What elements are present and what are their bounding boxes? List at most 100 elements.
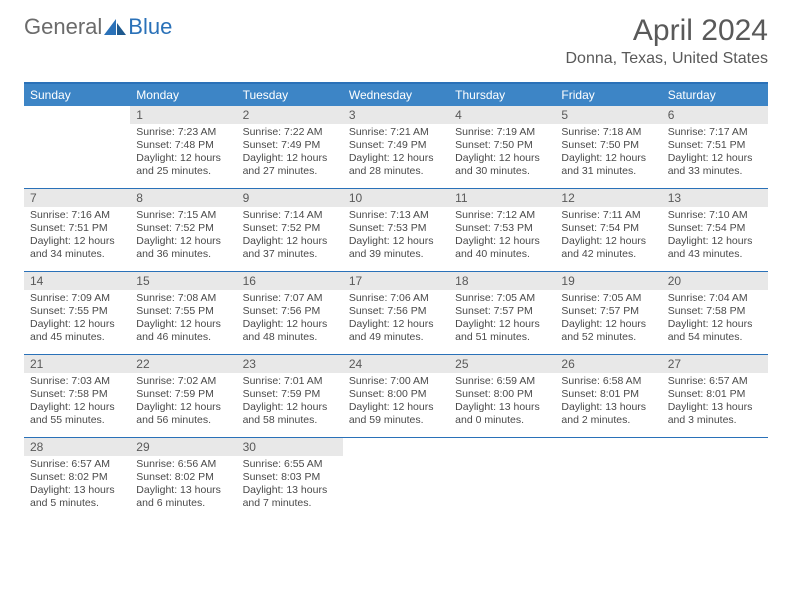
calendar-cell: 18Sunrise: 7:05 AMSunset: 7:57 PMDayligh…: [449, 272, 555, 354]
daylight-text: Daylight: 12 hours and 36 minutes.: [136, 235, 230, 261]
cell-body: Sunrise: 6:56 AMSunset: 8:02 PMDaylight:…: [130, 456, 236, 515]
cell-body: Sunrise: 6:55 AMSunset: 8:03 PMDaylight:…: [237, 456, 343, 515]
sunrise-text: Sunrise: 6:57 AM: [668, 375, 762, 388]
daylight-text: Daylight: 13 hours and 7 minutes.: [243, 484, 337, 510]
sunset-text: Sunset: 7:57 PM: [455, 305, 549, 318]
calendar-cell: 6Sunrise: 7:17 AMSunset: 7:51 PMDaylight…: [662, 106, 768, 188]
calendar-cell: 3 Sunrise: 7:21 AMSunset: 7:49 PMDaylight…: [343, 106, 449, 188]
day-number: 19: [555, 272, 661, 290]
cell-body: Sunrise: 7:13 AMSunset: 7:53 PMDaylight:…: [343, 207, 449, 266]
sunrise-text: Sunrise: 7:12 AM: [455, 209, 549, 222]
sunrise-text: Sunrise: 7:05 AM: [455, 292, 549, 305]
cell-body: Sunrise: 7:06 AMSunset: 7:56 PMDaylight:…: [343, 290, 449, 349]
calendar-cell: 30Sunrise: 6:55 AMSunset: 8:03 PMDayligh…: [237, 438, 343, 520]
daylight-text: Daylight: 12 hours and 48 minutes.: [243, 318, 337, 344]
sunrise-text: Sunrise: 7:07 AM: [243, 292, 337, 305]
sunset-text: Sunset: 7:59 PM: [243, 388, 337, 401]
dow-wednesday: Wednesday: [343, 84, 449, 106]
calendar-cell: 24Sunrise: 7:00 AMSunset: 8:00 PMDayligh…: [343, 355, 449, 437]
sunset-text: Sunset: 7:59 PM: [136, 388, 230, 401]
week-row: 21Sunrise: 7:03 AMSunset: 7:58 PMDayligh…: [24, 355, 768, 438]
sunrise-text: Sunrise: 7:16 AM: [30, 209, 124, 222]
cell-body: Sunrise: 7:05 AMSunset: 7:57 PMDaylight:…: [449, 290, 555, 349]
day-number: 23: [237, 355, 343, 373]
calendar-cell: 10Sunrise: 7:13 AMSunset: 7:53 PMDayligh…: [343, 189, 449, 271]
day-number: 22: [130, 355, 236, 373]
calendar-cell: 5Sunrise: 7:18 AMSunset: 7:50 PMDaylight…: [555, 106, 661, 188]
sunrise-text: Sunrise: 7:18 AM: [561, 126, 655, 139]
dow-sunday: Sunday: [24, 84, 130, 106]
calendar-cell: [662, 438, 768, 520]
calendar-cell: [24, 106, 130, 188]
sunset-text: Sunset: 7:58 PM: [668, 305, 762, 318]
calendar-cell: 23Sunrise: 7:01 AMSunset: 7:59 PMDayligh…: [237, 355, 343, 437]
cell-body: Sunrise: 7:19 AMSunset: 7:50 PMDaylight:…: [449, 124, 555, 183]
calendar-cell: 2Sunrise: 7:22 AMSunset: 7:49 PMDaylight…: [237, 106, 343, 188]
sunset-text: Sunset: 8:01 PM: [668, 388, 762, 401]
sunset-text: Sunset: 7:54 PM: [668, 222, 762, 235]
day-number: 5: [555, 106, 661, 124]
cell-body: Sunrise: 7:01 AMSunset: 7:59 PMDaylight:…: [237, 373, 343, 432]
logo-text-blue: Blue: [128, 14, 172, 40]
day-number: 1: [130, 106, 236, 124]
day-number: 16: [237, 272, 343, 290]
calendar-cell: 15Sunrise: 7:08 AMSunset: 7:55 PMDayligh…: [130, 272, 236, 354]
sunset-text: Sunset: 7:57 PM: [561, 305, 655, 318]
sunset-text: Sunset: 7:49 PM: [349, 139, 443, 152]
cell-body: Sunrise: 7:07 AMSunset: 7:56 PMDaylight:…: [237, 290, 343, 349]
calendar-cell: [555, 438, 661, 520]
daylight-text: Daylight: 12 hours and 49 minutes.: [349, 318, 443, 344]
calendar-cell: 14Sunrise: 7:09 AMSunset: 7:55 PMDayligh…: [24, 272, 130, 354]
sunrise-text: Sunrise: 6:55 AM: [243, 458, 337, 471]
sunset-text: Sunset: 7:54 PM: [561, 222, 655, 235]
daylight-text: Daylight: 13 hours and 2 minutes.: [561, 401, 655, 427]
daylight-text: Daylight: 13 hours and 0 minutes.: [455, 401, 549, 427]
sunset-text: Sunset: 7:56 PM: [349, 305, 443, 318]
week-row: 1Sunrise: 7:23 AMSunset: 7:48 PMDaylight…: [24, 106, 768, 189]
daylight-text: Daylight: 12 hours and 55 minutes.: [30, 401, 124, 427]
day-number: 10: [343, 189, 449, 207]
calendar-cell: 27Sunrise: 6:57 AMSunset: 8:01 PMDayligh…: [662, 355, 768, 437]
cell-body: Sunrise: 7:04 AMSunset: 7:58 PMDaylight:…: [662, 290, 768, 349]
cell-body: Sunrise: 7:03 AMSunset: 7:58 PMDaylight:…: [24, 373, 130, 432]
daylight-text: Daylight: 12 hours and 34 minutes.: [30, 235, 124, 261]
cell-body: Sunrise: 7:12 AMSunset: 7:53 PMDaylight:…: [449, 207, 555, 266]
daylight-text: Daylight: 12 hours and 37 minutes.: [243, 235, 337, 261]
sunset-text: Sunset: 7:49 PM: [243, 139, 337, 152]
daylight-text: Daylight: 12 hours and 51 minutes.: [455, 318, 549, 344]
daylight-text: Daylight: 12 hours and 28 minutes.: [349, 152, 443, 178]
cell-body: Sunrise: 6:58 AMSunset: 8:01 PMDaylight:…: [555, 373, 661, 432]
cell-body: Sunrise: 7:14 AMSunset: 7:52 PMDaylight:…: [237, 207, 343, 266]
calendar-cell: 12Sunrise: 7:11 AMSunset: 7:54 PMDayligh…: [555, 189, 661, 271]
day-number: 11: [449, 189, 555, 207]
sunrise-text: Sunrise: 7:21 AM: [349, 126, 443, 139]
day-number: 9: [237, 189, 343, 207]
sunset-text: Sunset: 8:00 PM: [349, 388, 443, 401]
daylight-text: Daylight: 12 hours and 25 minutes.: [136, 152, 230, 178]
calendar-cell: 21Sunrise: 7:03 AMSunset: 7:58 PMDayligh…: [24, 355, 130, 437]
day-number: 27: [662, 355, 768, 373]
sunrise-text: Sunrise: 7:19 AM: [455, 126, 549, 139]
calendar-cell: 19Sunrise: 7:05 AMSunset: 7:57 PMDayligh…: [555, 272, 661, 354]
daylight-text: Daylight: 13 hours and 6 minutes.: [136, 484, 230, 510]
daylight-text: Daylight: 12 hours and 30 minutes.: [455, 152, 549, 178]
sunset-text: Sunset: 7:51 PM: [30, 222, 124, 235]
calendar-cell: 28Sunrise: 6:57 AMSunset: 8:02 PMDayligh…: [24, 438, 130, 520]
daylight-text: Daylight: 12 hours and 31 minutes.: [561, 152, 655, 178]
calendar-cell: 8Sunrise: 7:15 AMSunset: 7:52 PMDaylight…: [130, 189, 236, 271]
calendar-cell: 17Sunrise: 7:06 AMSunset: 7:56 PMDayligh…: [343, 272, 449, 354]
sunrise-text: Sunrise: 7:02 AM: [136, 375, 230, 388]
day-number: 15: [130, 272, 236, 290]
cell-body: Sunrise: 7:05 AMSunset: 7:57 PMDaylight:…: [555, 290, 661, 349]
sunset-text: Sunset: 8:02 PM: [136, 471, 230, 484]
calendar-cell: 13Sunrise: 7:10 AMSunset: 7:54 PMDayligh…: [662, 189, 768, 271]
dow-saturday: Saturday: [662, 84, 768, 106]
daylight-text: Daylight: 12 hours and 45 minutes.: [30, 318, 124, 344]
cell-body: Sunrise: 7:15 AMSunset: 7:52 PMDaylight:…: [130, 207, 236, 266]
calendar-cell: 1Sunrise: 7:23 AMSunset: 7:48 PMDaylight…: [130, 106, 236, 188]
day-number: 3: [343, 106, 449, 124]
cell-body: Sunrise: 7:11 AMSunset: 7:54 PMDaylight:…: [555, 207, 661, 266]
title-block: April 2024 Donna, Texas, United States: [566, 14, 769, 68]
sunset-text: Sunset: 8:01 PM: [561, 388, 655, 401]
day-number: 21: [24, 355, 130, 373]
